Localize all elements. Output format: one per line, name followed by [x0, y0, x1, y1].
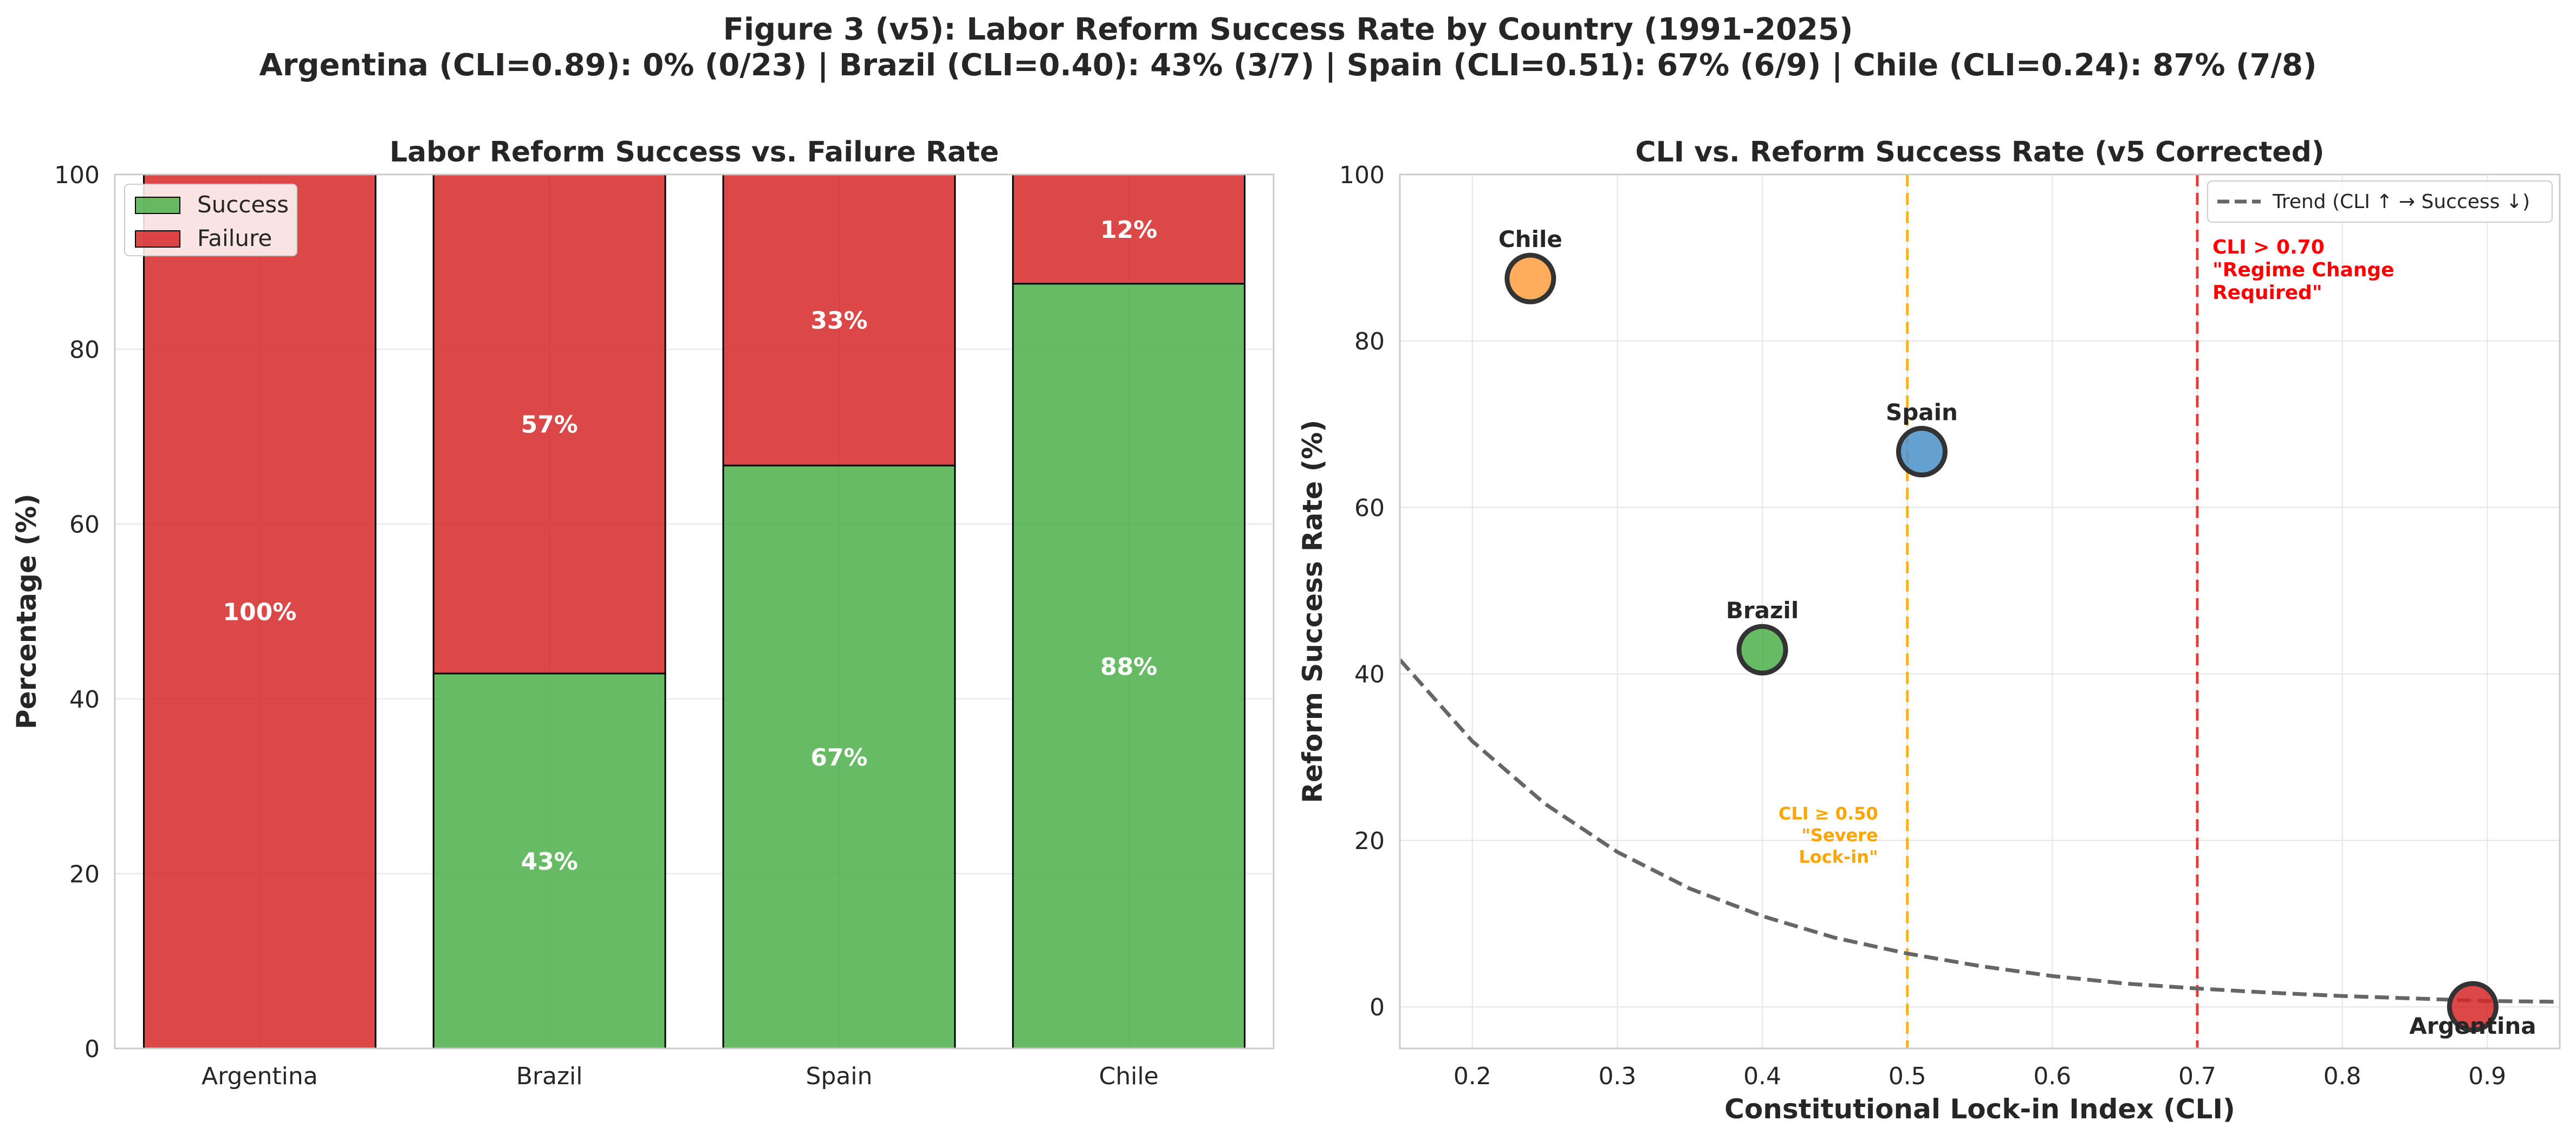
success-bar-spain: [722, 464, 956, 1050]
x-tick-label: Argentina: [202, 1063, 318, 1090]
bar-value-label: 57%: [521, 411, 578, 439]
y-axis-label: Reform Success Rate (%): [1297, 420, 1328, 804]
legend-label-success: Success: [197, 191, 289, 218]
figure-subtitle: Argentina (CLI=0.89): 0% (0/23) | Brazil…: [259, 48, 2317, 83]
bar-value-label: 43%: [521, 848, 578, 876]
legend-swatch-failure: [135, 230, 180, 248]
x-tick-label: 0.3: [1598, 1063, 1636, 1090]
y-tick-label: 80: [69, 336, 100, 364]
regime-change-annotation: "Regime Change: [2212, 259, 2395, 281]
figure-title: Figure 3 (v5): Labor Reform Success Rate…: [723, 12, 1853, 47]
point-argentina: [2447, 981, 2499, 1033]
severe-lockin-annotation: "Severe: [1801, 825, 1878, 846]
severe-lockin-annotation: Lock-in": [1799, 847, 1878, 867]
figure-titles: Figure 3 (v5): Labor Reform Success Rate…: [0, 0, 2576, 83]
y-tick-label: 40: [69, 686, 100, 714]
x-tick-label: 0.6: [2033, 1063, 2071, 1090]
y-tick-label: 60: [69, 511, 100, 539]
y-tick-label: 100: [54, 161, 100, 189]
y-tick-label: 100: [1339, 161, 1385, 189]
x-tick-label: 0.9: [2468, 1063, 2506, 1090]
y-tick-label: 60: [1354, 494, 1385, 522]
legend-swatch-success: [135, 197, 180, 214]
stacked-bar-chart: 100% 43% 57% 67% 33% 88% 12% 0 20 40 60 80 100 Argent…: [11, 136, 1275, 1090]
y-tick-label: 0: [1370, 994, 1385, 1021]
scatter-chart: Chile Spain Brazil Argentina CLI ≥ 0.50"Seve…: [1297, 136, 2561, 1125]
chart-title: CLI vs. Reform Success Rate (v5 Correcte…: [1635, 136, 2324, 169]
bar-value-label: 100%: [223, 599, 296, 626]
bar-value-label: 67%: [810, 744, 867, 772]
failure-bar-spain: [722, 173, 956, 467]
trend-line: [1400, 658, 2560, 1004]
legend-trend-label: Trend (CLI ↑ → Success ↓): [2272, 191, 2530, 213]
success-bar-chile: [1012, 283, 1246, 1050]
legend-box: [2207, 180, 2553, 223]
bar-value-label: 88%: [1100, 653, 1157, 681]
point-label-chile: Chile: [1498, 226, 1562, 252]
y-tick-label: 40: [1354, 661, 1385, 689]
point-spain: [1896, 426, 1948, 478]
bar-value-label: 12%: [1100, 216, 1157, 244]
failure-bar-brazil: [432, 173, 666, 675]
point-label-brazil: Brazil: [1726, 597, 1799, 624]
point-label-spain: Spain: [1886, 399, 1958, 426]
y-tick-label: 0: [85, 1035, 100, 1063]
point-chile: [1504, 252, 1556, 305]
y-tick-label: 20: [1354, 827, 1385, 855]
regime-change-annotation: CLI > 0.70: [2212, 236, 2325, 258]
regime-change-annotation: Required": [2212, 282, 2322, 304]
x-tick-label: 0.5: [1889, 1063, 1926, 1090]
legend-label-failure: Failure: [197, 225, 272, 251]
x-tick-label: 0.2: [1454, 1063, 1491, 1090]
x-axis-label: Constitutional Lock-in Index (CLI): [1724, 1093, 2235, 1125]
y-tick-label: 20: [69, 860, 100, 888]
plot-frame: [1399, 173, 2561, 1050]
y-axis-label: Percentage (%): [11, 494, 42, 729]
x-tick-label: 0.4: [1743, 1063, 1781, 1090]
y-tick-label: 80: [1354, 328, 1385, 355]
point-label-argentina: Argentina: [2409, 1013, 2536, 1039]
x-tick-label: Chile: [1099, 1063, 1159, 1090]
x-tick-label: Brazil: [516, 1063, 583, 1090]
x-tick-label: 0.7: [2178, 1063, 2216, 1090]
severe-lockin-annotation: CLI ≥ 0.50: [1779, 804, 1878, 824]
chart-title: Labor Reform Success vs. Failure Rate: [390, 136, 999, 169]
failure-bar-chile: [1012, 173, 1246, 285]
x-tick-label: 0.8: [2324, 1063, 2361, 1090]
x-tick-label: Spain: [806, 1063, 872, 1090]
plot-frame: [114, 173, 1275, 1050]
failure-bar-argentina: [142, 173, 377, 1050]
bar-value-label: 33%: [810, 307, 867, 335]
point-brazil: [1736, 624, 1788, 676]
